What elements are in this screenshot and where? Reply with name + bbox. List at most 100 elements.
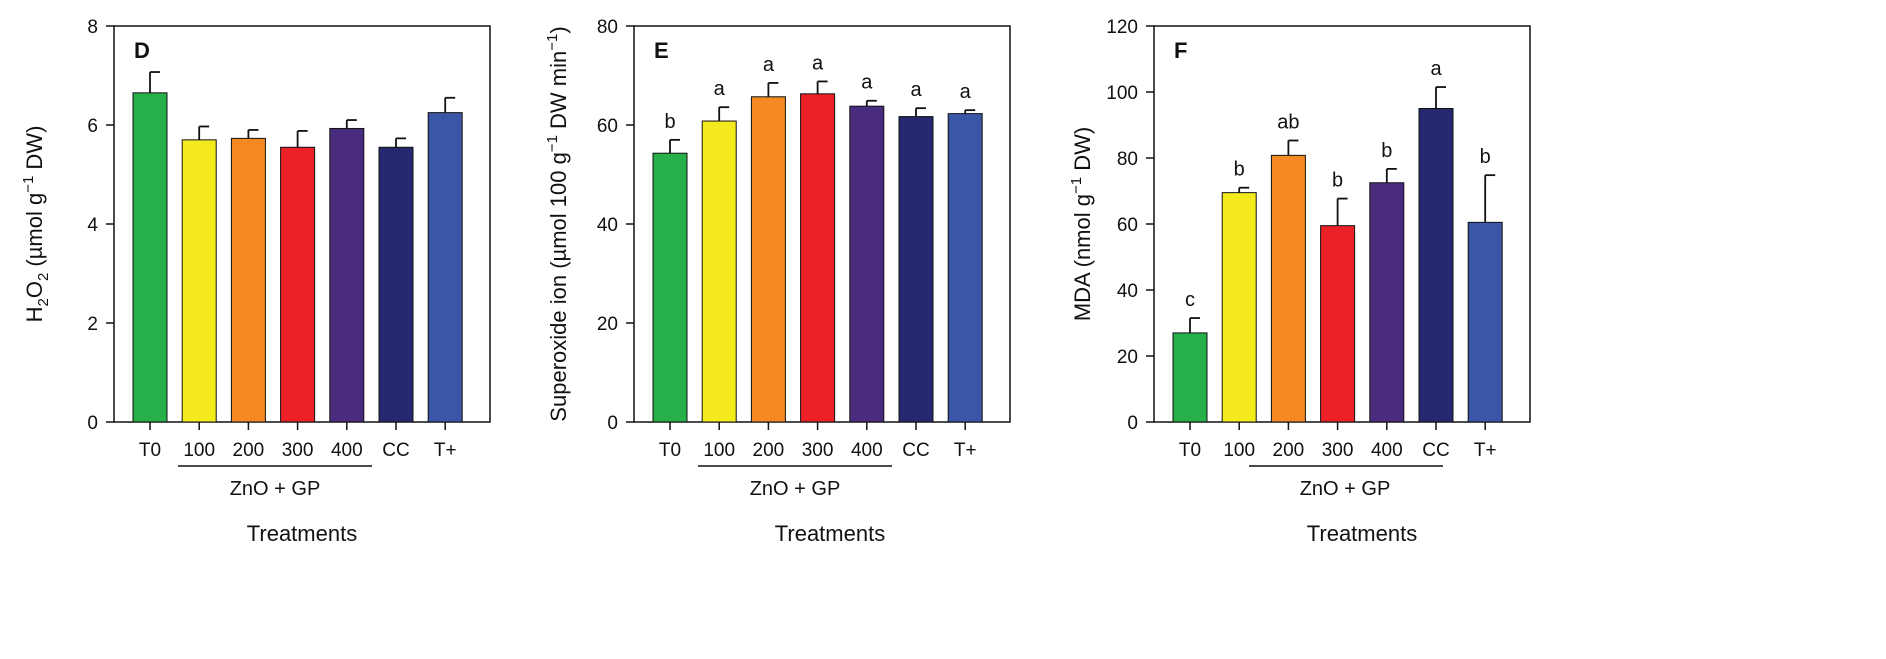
y-title-end-e: ) xyxy=(546,26,571,33)
y-tick-label: 6 xyxy=(87,116,98,137)
bar-400 xyxy=(1369,182,1405,423)
x-tick-label-300: 300 xyxy=(802,440,834,461)
y-tick-label: 2 xyxy=(87,314,98,335)
y-axis-e: 0 20 40 60 80 xyxy=(597,17,634,434)
y-title-sup1-f: −1 xyxy=(1068,177,1085,194)
y-tick-label: 80 xyxy=(1117,149,1138,170)
significance-label-T0: b xyxy=(664,111,675,133)
group-label-f: ZnO + GP xyxy=(1300,478,1391,500)
panel-letter-f: F xyxy=(1174,38,1187,63)
x-tick-label-CC: CC xyxy=(1422,440,1449,461)
error-bars-d xyxy=(149,71,456,148)
x-tick-label-T0: T0 xyxy=(1179,440,1201,461)
bar-T+ xyxy=(947,113,983,423)
y-axis-d: 0 2 4 6 8 xyxy=(87,17,114,434)
x-tick-label-100: 100 xyxy=(183,440,215,461)
x-tick-label-100: 100 xyxy=(703,440,735,461)
x-tick-label-200: 200 xyxy=(233,440,265,461)
y-tick-label: 40 xyxy=(1117,281,1138,302)
bar-300 xyxy=(280,146,316,423)
significance-label-100: b xyxy=(1234,159,1245,181)
x-tick-label-400: 400 xyxy=(1371,440,1403,461)
x-axis-title-e: Treatments xyxy=(775,521,885,546)
y-title-main-f: MDA (nmol g xyxy=(1070,194,1095,321)
bars-f xyxy=(1172,108,1503,423)
significance-labels-e: b a a a a a a xyxy=(664,52,971,132)
bar-100 xyxy=(181,139,217,423)
bars-e xyxy=(652,93,983,423)
bar-100 xyxy=(701,120,737,423)
y-tick-label: 0 xyxy=(1127,413,1138,434)
x-tick-label-CC: CC xyxy=(382,440,409,461)
bar-T0 xyxy=(132,92,168,423)
bar-200 xyxy=(750,96,786,423)
x-tick-label-100: 100 xyxy=(1223,440,1255,461)
x-axis-d: T0 100 200 300 400 CC T+ xyxy=(139,422,457,461)
y-title-units: (µmol g xyxy=(22,193,47,273)
y-tick-label: 0 xyxy=(87,413,98,434)
panel-d: 0 2 4 6 8 T0 100 200 300 400 CC T+ D ZnO + GP Trea… xyxy=(20,17,491,546)
y-tick-label: 4 xyxy=(87,215,98,236)
significance-label-T0: c xyxy=(1185,289,1195,311)
significance-label-400: b xyxy=(1381,140,1392,162)
panel-letter-e: E xyxy=(654,38,669,63)
bar-T0 xyxy=(652,152,688,423)
x-tick-label-CC: CC xyxy=(902,440,929,461)
x-tick-label-200: 200 xyxy=(753,440,785,461)
y-tick-label: 100 xyxy=(1106,83,1138,104)
bar-CC xyxy=(898,116,934,423)
bar-400 xyxy=(849,105,885,423)
y-title-o: O xyxy=(22,281,47,298)
x-tick-label-400: 400 xyxy=(851,440,883,461)
y-title-h: H xyxy=(22,307,47,323)
x-axis-e: T0 100 200 300 400 CC T+ xyxy=(659,422,977,461)
bar-T+ xyxy=(1467,221,1503,423)
bar-CC xyxy=(1418,108,1454,423)
y-tick-label: 80 xyxy=(597,17,618,38)
bar-200 xyxy=(230,137,266,423)
y-axis-f: 0 20 40 60 80 100 120 xyxy=(1106,17,1154,434)
bar-100 xyxy=(1221,192,1257,423)
x-tick-label-200: 200 xyxy=(1273,440,1305,461)
y-axis-title-d: H2O2 (µmol g−1 DW) xyxy=(20,126,52,323)
x-tick-label-400: 400 xyxy=(331,440,363,461)
significance-label-300: a xyxy=(812,52,824,74)
x-tick-label-T0: T0 xyxy=(659,440,681,461)
y-tick-label: 8 xyxy=(87,17,98,38)
y-title-sup1-e: −1 xyxy=(544,135,561,152)
y-title-sub-2a: 2 xyxy=(35,298,52,306)
x-axis-title-f: Treatments xyxy=(1307,521,1417,546)
group-label-e: ZnO + GP xyxy=(750,478,841,500)
significance-label-400: a xyxy=(861,72,873,94)
significance-label-300: b xyxy=(1332,170,1343,192)
significance-label-T+: b xyxy=(1480,146,1491,168)
panel-e: 0 20 40 60 80 T0 100 200 300 400 CC T+ b a a a a a a E Z… xyxy=(544,17,1011,546)
bar-300 xyxy=(1320,225,1356,423)
bar-T0 xyxy=(1172,332,1208,423)
y-axis-title-e: Superoxide ion (µmol 100 g−1 DW min−1) xyxy=(544,26,571,421)
x-tick-label-T0: T0 xyxy=(139,440,161,461)
y-title-end: DW) xyxy=(22,126,47,176)
y-title-main-e: Superoxide ion (µmol 100 g xyxy=(546,152,571,422)
y-title-mid-e: DW min xyxy=(546,51,571,135)
significance-label-CC: a xyxy=(1430,58,1442,80)
bar-300 xyxy=(800,93,836,423)
significance-label-CC: a xyxy=(910,79,922,101)
x-tick-label-300: 300 xyxy=(282,440,314,461)
x-tick-label-T+: T+ xyxy=(954,440,977,461)
y-tick-label: 120 xyxy=(1106,17,1138,38)
error-bars-f xyxy=(1189,86,1496,333)
bar-T+ xyxy=(427,112,463,423)
y-title-sup: −1 xyxy=(20,176,37,193)
y-tick-label: 60 xyxy=(1117,215,1138,236)
y-tick-label: 20 xyxy=(597,314,618,335)
bar-200 xyxy=(1270,154,1306,423)
y-tick-label: 20 xyxy=(1117,347,1138,368)
y-title-end-f: DW) xyxy=(1070,127,1095,177)
y-tick-label: 0 xyxy=(607,413,618,434)
y-axis-title-f: MDA (nmol g−1 DW) xyxy=(1068,127,1095,321)
x-tick-label-T+: T+ xyxy=(434,440,457,461)
significance-label-200: ab xyxy=(1277,112,1299,134)
